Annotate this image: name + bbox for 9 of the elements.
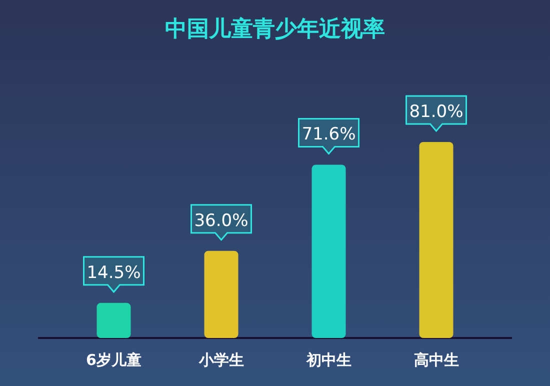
data-label: 36.0%: [194, 210, 248, 231]
chart-title: 中国儿童青少年近视率: [165, 16, 385, 42]
data-label: 81.0%: [409, 102, 464, 122]
data-label: 14.5%: [86, 262, 141, 283]
x-tick-label: 高中生: [414, 351, 459, 369]
x-tick-label: 小学生: [198, 351, 244, 369]
x-tick-label: 初中生: [305, 351, 352, 369]
x-tick-label: 6岁儿童: [86, 351, 142, 369]
data-label: 71.6%: [302, 124, 356, 145]
